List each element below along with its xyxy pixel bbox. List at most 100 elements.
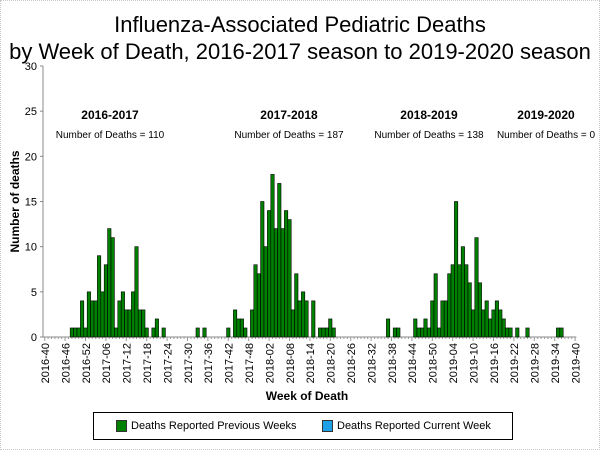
x-axis-label: Week of Death xyxy=(266,389,348,403)
bar xyxy=(491,309,496,338)
y-tick-label: 15 xyxy=(25,197,37,209)
chart-subtitle: by Week of Death, 2016-2017 season to 20… xyxy=(9,39,591,64)
bar xyxy=(457,264,462,338)
bar xyxy=(110,237,115,338)
bar xyxy=(202,327,207,338)
bar xyxy=(328,318,333,338)
legend-item-current: Deaths Reported Current Week xyxy=(322,420,491,432)
legend-label-current: Deaths Reported Current Week xyxy=(337,420,491,432)
y-tick-label: 25 xyxy=(25,106,37,118)
bar xyxy=(494,300,499,338)
bar xyxy=(443,300,448,338)
bar xyxy=(471,309,476,338)
bar xyxy=(127,309,132,338)
bar xyxy=(386,318,391,338)
bar xyxy=(117,300,122,338)
x-tick-label: 2019-10 xyxy=(468,343,480,383)
bar xyxy=(420,327,425,338)
bar xyxy=(501,318,506,338)
x-tick-label: 2018-26 xyxy=(346,343,358,383)
bar xyxy=(120,291,125,338)
legend-label-previous: Deaths Reported Previous Weeks xyxy=(131,420,297,432)
x-tick-label: 2016-40 xyxy=(40,343,52,383)
bar xyxy=(413,318,418,338)
x-tick-label: 2017-18 xyxy=(142,343,154,383)
x-tick-label: 2019-28 xyxy=(530,343,542,383)
x-tick-label: 2019-22 xyxy=(509,343,521,383)
bar xyxy=(97,255,102,338)
bar xyxy=(331,327,336,338)
bar xyxy=(107,228,112,338)
bar xyxy=(76,327,81,338)
y-tick-label: 0 xyxy=(31,332,37,344)
x-tick-label: 2018-32 xyxy=(366,343,378,383)
x-tick-label: 2017-48 xyxy=(244,343,256,383)
x-tick-label: 2018-38 xyxy=(387,343,399,383)
bar xyxy=(280,228,285,338)
bar xyxy=(284,210,289,338)
bar xyxy=(256,273,261,338)
bar xyxy=(324,327,329,338)
season-label: 2016-2017 xyxy=(81,108,139,122)
bar xyxy=(134,246,139,338)
x-tick-label: 2019-04 xyxy=(448,343,460,383)
bar xyxy=(477,282,482,338)
bar xyxy=(440,300,445,338)
bar xyxy=(195,327,200,338)
season-label: 2019-2020 xyxy=(517,108,575,122)
bar xyxy=(556,327,561,338)
bar xyxy=(488,318,493,338)
x-tick-label: 2017-42 xyxy=(224,343,236,383)
chart-title: Influenza-Associated Pediatric Deaths xyxy=(114,12,486,37)
bar xyxy=(287,219,292,338)
bar xyxy=(263,246,268,338)
bar xyxy=(277,183,282,338)
bar xyxy=(151,327,156,338)
bar xyxy=(226,327,231,338)
x-tick-label: 2017-06 xyxy=(101,343,113,383)
season-label: 2017-2018 xyxy=(260,108,318,122)
bar xyxy=(294,273,299,338)
bar xyxy=(239,318,244,338)
bar xyxy=(505,327,510,338)
bar xyxy=(90,300,95,338)
bar xyxy=(392,327,397,338)
bar xyxy=(454,201,459,338)
legend-swatch-previous xyxy=(116,420,127,432)
bar xyxy=(515,327,520,338)
bar xyxy=(447,273,452,338)
bar xyxy=(80,300,85,338)
x-tick-label: 2019-16 xyxy=(489,343,501,383)
x-tick-label: 2018-44 xyxy=(407,343,419,383)
bar xyxy=(450,264,455,338)
bar xyxy=(290,309,295,338)
bar xyxy=(437,327,442,338)
bar xyxy=(426,327,431,338)
bar xyxy=(236,318,241,338)
bar xyxy=(498,309,503,338)
x-tick-label: 2017-30 xyxy=(183,343,195,383)
bar xyxy=(86,291,91,338)
x-tick-label: 2016-52 xyxy=(81,343,93,383)
bar xyxy=(100,291,105,338)
bar xyxy=(508,327,513,338)
x-tick-label: 2019-34 xyxy=(550,343,562,383)
x-tick-label: 2016-46 xyxy=(60,343,72,383)
y-tick-label: 5 xyxy=(31,287,37,299)
bar xyxy=(430,300,435,338)
bar xyxy=(124,309,129,338)
bar xyxy=(559,327,564,338)
bar xyxy=(304,300,309,338)
x-tick-label: 2018-50 xyxy=(428,343,440,383)
bar xyxy=(114,327,119,338)
legend: Deaths Reported Previous Weeks Deaths Re… xyxy=(93,412,513,440)
season-death-count: Number of Deaths = 110 xyxy=(56,130,165,141)
x-tick-label: 2018-14 xyxy=(305,343,317,383)
bar xyxy=(525,327,530,338)
y-axis-label: Number of deaths xyxy=(8,150,22,252)
bar xyxy=(260,201,265,338)
bar xyxy=(484,300,489,338)
bar xyxy=(250,309,255,338)
season-label: 2018-2019 xyxy=(400,108,458,122)
legend-swatch-current xyxy=(322,420,333,432)
